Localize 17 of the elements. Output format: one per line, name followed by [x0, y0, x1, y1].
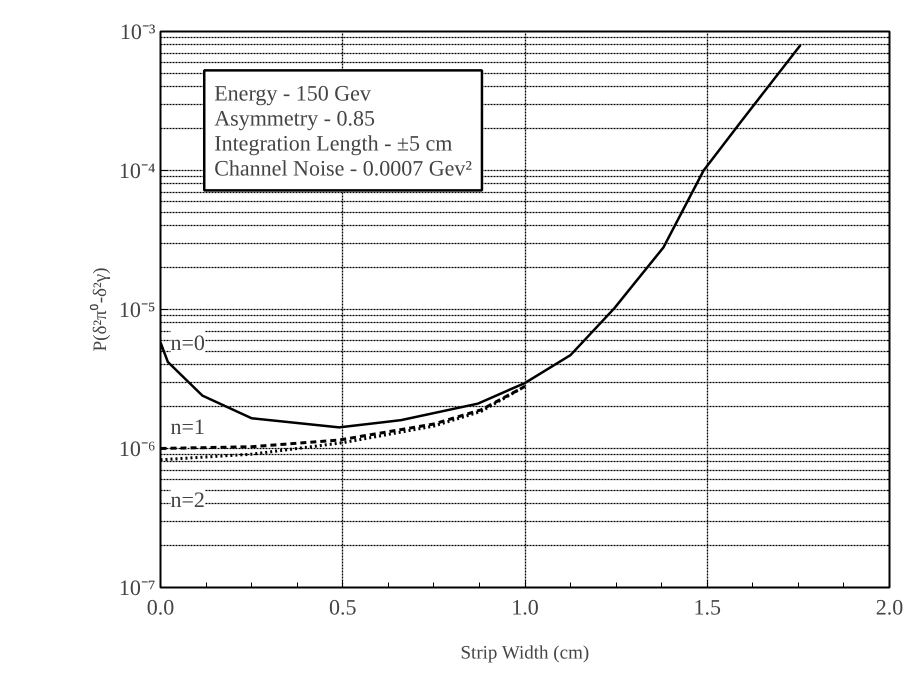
y-tick-label: 10⁻⁴	[118, 158, 156, 183]
x-tick-label: 1.5	[694, 594, 721, 620]
x-axis-title: Strip Width (cm)	[460, 642, 590, 664]
annotation: Channel Noise - 0.0007 Gev²	[214, 155, 472, 180]
annotation: Energy - 150 Gev	[214, 80, 371, 106]
x-tick-label: 1.0	[511, 594, 539, 620]
x-tick-label: 2.0	[876, 594, 904, 620]
legend-label: n=0	[170, 330, 205, 355]
y-axis-title: P(δ²π⁰-δ²γ)	[88, 268, 111, 352]
y-tick-label: 10⁻⁶	[118, 436, 156, 461]
y-tick-label: 10⁻⁵	[118, 297, 156, 322]
series-label: n=1	[170, 414, 205, 439]
annotation: Integration Length - ±5 cm	[214, 130, 452, 156]
x-tick-label: 0.5	[329, 594, 356, 620]
y-tick-label: 10⁻³	[120, 19, 156, 44]
series-label: n=2	[170, 487, 205, 512]
annotation: Asymmetry - 0.85	[214, 105, 375, 130]
